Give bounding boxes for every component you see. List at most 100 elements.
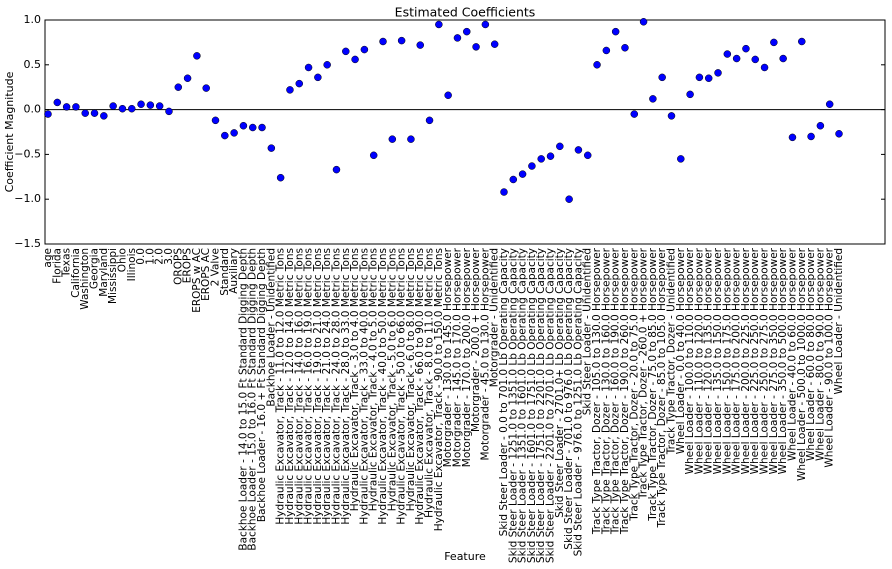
x-tick-label: Wheel Loader - 225.0 to 250.0 Horsepower bbox=[749, 247, 761, 474]
y-tick-label: 0.0 bbox=[24, 103, 42, 116]
x-tick-label: Hydraulic Excavator, Track - 33.0 to 40.… bbox=[358, 248, 370, 525]
point bbox=[798, 37, 806, 46]
x-tick-label: Skid Steer Loader - 701.0 to 976.0 Lb Op… bbox=[563, 248, 575, 550]
point bbox=[500, 188, 508, 196]
x-tick-label: Wheel Loader - Unidentified bbox=[833, 248, 845, 394]
point bbox=[62, 103, 71, 111]
point bbox=[583, 151, 592, 160]
point bbox=[81, 109, 89, 117]
x-tick-label: Skid Steer Loader - 1751.0 to 2201.0 Lb … bbox=[535, 248, 547, 563]
point bbox=[323, 61, 331, 69]
x-tick-label: Motorgrader - 170.0 to 200.0 Horsepower bbox=[461, 247, 473, 467]
x-tick-label: Hydraulic Excavator, Track - 24.0 to 28.… bbox=[330, 248, 342, 525]
y-tick-label: 1.0 bbox=[24, 13, 42, 26]
point bbox=[556, 142, 564, 151]
x-tick-label: Motorgrader - 45.0 to 130.0 Horsepower bbox=[479, 247, 491, 460]
x-tick-label: Hydraulic Excavator, Track - 50.0 to 66.… bbox=[396, 248, 408, 525]
point bbox=[649, 95, 657, 103]
chart-title: Estimated Coefficients bbox=[395, 5, 536, 20]
y-tick-label: −1.5 bbox=[14, 237, 41, 250]
point bbox=[546, 152, 555, 160]
x-tick-label: Standard bbox=[219, 248, 231, 296]
x-tick-label: Track Type Tractor, Dozer - 75.0 to 85.0… bbox=[647, 247, 659, 521]
x-tick-label: Wheel Loader - 250.0 to 275.0 Horsepower bbox=[759, 247, 771, 474]
point bbox=[463, 27, 471, 36]
point bbox=[407, 135, 415, 143]
point bbox=[686, 90, 694, 99]
point bbox=[230, 129, 238, 137]
x-tick-label: Ohio bbox=[116, 248, 128, 272]
x-tick-label: Hydraulic Excavator, Track - 14.0 to 16.… bbox=[293, 248, 305, 525]
x-tick-label: Track Type Tractor, Dozer - 260.0 + Hors… bbox=[638, 247, 650, 500]
point bbox=[695, 73, 704, 82]
x-tick-label: Hydraulic Excavator, Track - 28.0 to 33.… bbox=[340, 248, 352, 525]
x-tick-label: Track Type Tractor, Dozer - 130.0 to 160… bbox=[600, 247, 612, 535]
point bbox=[444, 91, 452, 100]
y-tick-label: 0.5 bbox=[24, 58, 42, 71]
point bbox=[611, 27, 620, 36]
point bbox=[472, 43, 480, 51]
x-tick-label: Motorgrader - 200.0 + Horsepower bbox=[470, 247, 482, 432]
x-tick-label: Wheel Loader - 500.0 to 1000.0 Horsepowe… bbox=[796, 247, 808, 481]
point bbox=[221, 131, 229, 140]
x-tick-label: Wheel Loader - 120.0 to 135.0 Horsepower bbox=[703, 247, 715, 474]
x-tick-label: Track Type Tractor, Dozer - 85.0 to 105.… bbox=[656, 247, 668, 528]
x-tick-label: Wheel Loader - 150.0 to 175.0 Horsepower bbox=[721, 247, 733, 474]
x-tick-label: Track Type Tractor, Dozer - 105.0 to 130… bbox=[591, 247, 603, 535]
x-tick-label: EROPS AC bbox=[200, 248, 212, 301]
point bbox=[286, 86, 294, 94]
point bbox=[146, 101, 155, 109]
point bbox=[704, 74, 713, 82]
point bbox=[72, 103, 80, 111]
x-tick-label: Skid Steer Loader - 0.0 to 701.0 Lb Oper… bbox=[498, 248, 510, 536]
point bbox=[825, 100, 834, 108]
point bbox=[816, 121, 825, 130]
x-tick-label: Backhoe Loader - 16.0 + Ft Standard Digg… bbox=[256, 248, 268, 522]
x-tick-label: Maryland bbox=[98, 248, 110, 297]
point bbox=[100, 112, 108, 120]
point bbox=[528, 162, 536, 170]
x-tick-label: Hydraulic Excavator, Track - 21.0 to 24.… bbox=[321, 248, 333, 525]
point bbox=[44, 110, 52, 118]
x-tick-label: Wheel Loader - 275.0 to 350.0 Horsepower bbox=[768, 247, 780, 474]
x-tick-label: Hydraulic Excavator, Track - 19.0 to 21.… bbox=[312, 248, 324, 525]
x-tick-label: OROPS bbox=[172, 248, 184, 285]
x-tick-label: Wheel Loader - 80.0 to 90.0 Horsepower bbox=[814, 247, 826, 461]
x-tick-label: Auxiliary bbox=[228, 248, 240, 294]
point bbox=[193, 52, 201, 60]
point bbox=[602, 46, 611, 55]
point bbox=[314, 73, 322, 82]
x-tick-label: 2.0 bbox=[154, 248, 166, 265]
point bbox=[211, 116, 220, 125]
point bbox=[481, 20, 490, 29]
x-tick-label: Wheel Loader - 40.0 to 60.0 Horsepower bbox=[786, 247, 798, 461]
point bbox=[379, 37, 387, 46]
point bbox=[453, 34, 462, 42]
plot-frame bbox=[44, 19, 886, 245]
point bbox=[342, 47, 350, 56]
point bbox=[779, 54, 787, 63]
x-tick-label: Backhoe Loader - Unidentified bbox=[265, 248, 277, 407]
x-tick-label: Wheel Loader - 90.0 to 100.0 Horsepower bbox=[824, 247, 836, 467]
y-tick-label: −0.5 bbox=[14, 147, 41, 160]
x-tick-label: Motorgrader - 130.0 to 145.0 Horsepower bbox=[442, 247, 454, 467]
x-tick-label: Texas bbox=[61, 248, 73, 278]
point bbox=[835, 130, 843, 138]
x-tick-label: Track Type Tractor, Dozer - 20.0 to 75.0… bbox=[628, 247, 640, 521]
point bbox=[537, 155, 545, 163]
x-tick-label: Hydraulic Excavator, Track - 4.0 to 5.0 … bbox=[368, 248, 380, 511]
x-tick-label: Wheel Loader - 350.0 to 500.0 Horsepower bbox=[777, 247, 789, 474]
point bbox=[118, 104, 127, 113]
point bbox=[304, 63, 313, 72]
x-tick-label: Wheel Loader - 60.0 to 80.0 Horsepower bbox=[805, 247, 817, 461]
x-tick-label: Hydraulic Excavator, Track - 3.0 to 4.0 … bbox=[349, 248, 361, 511]
x-tick-label: California bbox=[70, 248, 82, 298]
point bbox=[677, 155, 685, 163]
x-tick-label: Skid Steer Loader - 976.0 to 1251.0 Lb O… bbox=[572, 248, 584, 556]
x-tick-label: Skid Steer Loader - 2201.0 to 2701.0 Lb … bbox=[545, 248, 557, 563]
point bbox=[639, 18, 648, 26]
point bbox=[109, 102, 117, 110]
x-tick-label: Backhoe Loader - 15.0 to 16.0 Ft Standar… bbox=[247, 248, 259, 551]
point bbox=[165, 107, 173, 116]
